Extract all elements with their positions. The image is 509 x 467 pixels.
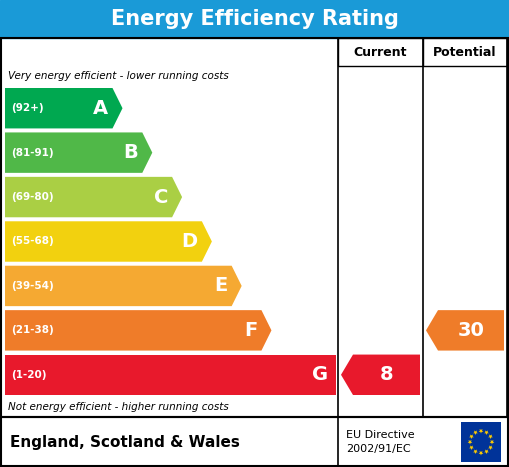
Polygon shape: [488, 446, 493, 450]
Polygon shape: [5, 221, 212, 262]
Polygon shape: [473, 450, 478, 454]
Bar: [423, 38, 507, 66]
Polygon shape: [5, 354, 336, 395]
Text: (92+): (92+): [11, 103, 44, 113]
Text: (21-38): (21-38): [11, 325, 54, 335]
Text: (55-68): (55-68): [11, 236, 54, 247]
Polygon shape: [5, 310, 271, 351]
Text: A: A: [93, 99, 108, 118]
Polygon shape: [484, 450, 489, 454]
Text: 30: 30: [458, 321, 485, 340]
Text: (39-54): (39-54): [11, 281, 54, 291]
Text: (1-20): (1-20): [11, 370, 46, 380]
Text: Not energy efficient - higher running costs: Not energy efficient - higher running co…: [8, 402, 229, 412]
Polygon shape: [426, 310, 504, 351]
Text: 2002/91/EC: 2002/91/EC: [346, 444, 411, 454]
Bar: [338, 38, 423, 66]
Polygon shape: [490, 440, 494, 445]
Polygon shape: [5, 177, 182, 217]
Polygon shape: [473, 431, 478, 435]
Polygon shape: [488, 434, 493, 439]
Text: B: B: [124, 143, 138, 162]
Polygon shape: [478, 429, 484, 433]
Text: C: C: [154, 188, 168, 206]
Polygon shape: [5, 266, 242, 306]
Text: Very energy efficient - lower running costs: Very energy efficient - lower running co…: [8, 71, 229, 81]
Text: Energy Efficiency Rating: Energy Efficiency Rating: [110, 9, 399, 29]
Bar: [1, 38, 508, 417]
Polygon shape: [469, 446, 474, 450]
Text: (81-91): (81-91): [11, 148, 53, 158]
Text: G: G: [312, 365, 328, 384]
Text: D: D: [182, 232, 198, 251]
Polygon shape: [5, 133, 152, 173]
Bar: [461, 422, 501, 462]
Bar: [1, 417, 508, 466]
Text: Potential: Potential: [433, 45, 497, 58]
Text: England, Scotland & Wales: England, Scotland & Wales: [10, 434, 240, 450]
Text: F: F: [244, 321, 258, 340]
Bar: [0, 0, 509, 38]
Text: E: E: [214, 276, 228, 296]
Polygon shape: [468, 440, 472, 445]
Polygon shape: [341, 354, 420, 395]
Text: EU Directive: EU Directive: [346, 430, 415, 440]
Polygon shape: [478, 451, 484, 455]
Polygon shape: [5, 88, 123, 128]
Text: 8: 8: [380, 365, 393, 384]
Text: (69-80): (69-80): [11, 192, 53, 202]
Polygon shape: [484, 431, 489, 435]
Polygon shape: [469, 434, 474, 439]
Text: Current: Current: [354, 45, 407, 58]
